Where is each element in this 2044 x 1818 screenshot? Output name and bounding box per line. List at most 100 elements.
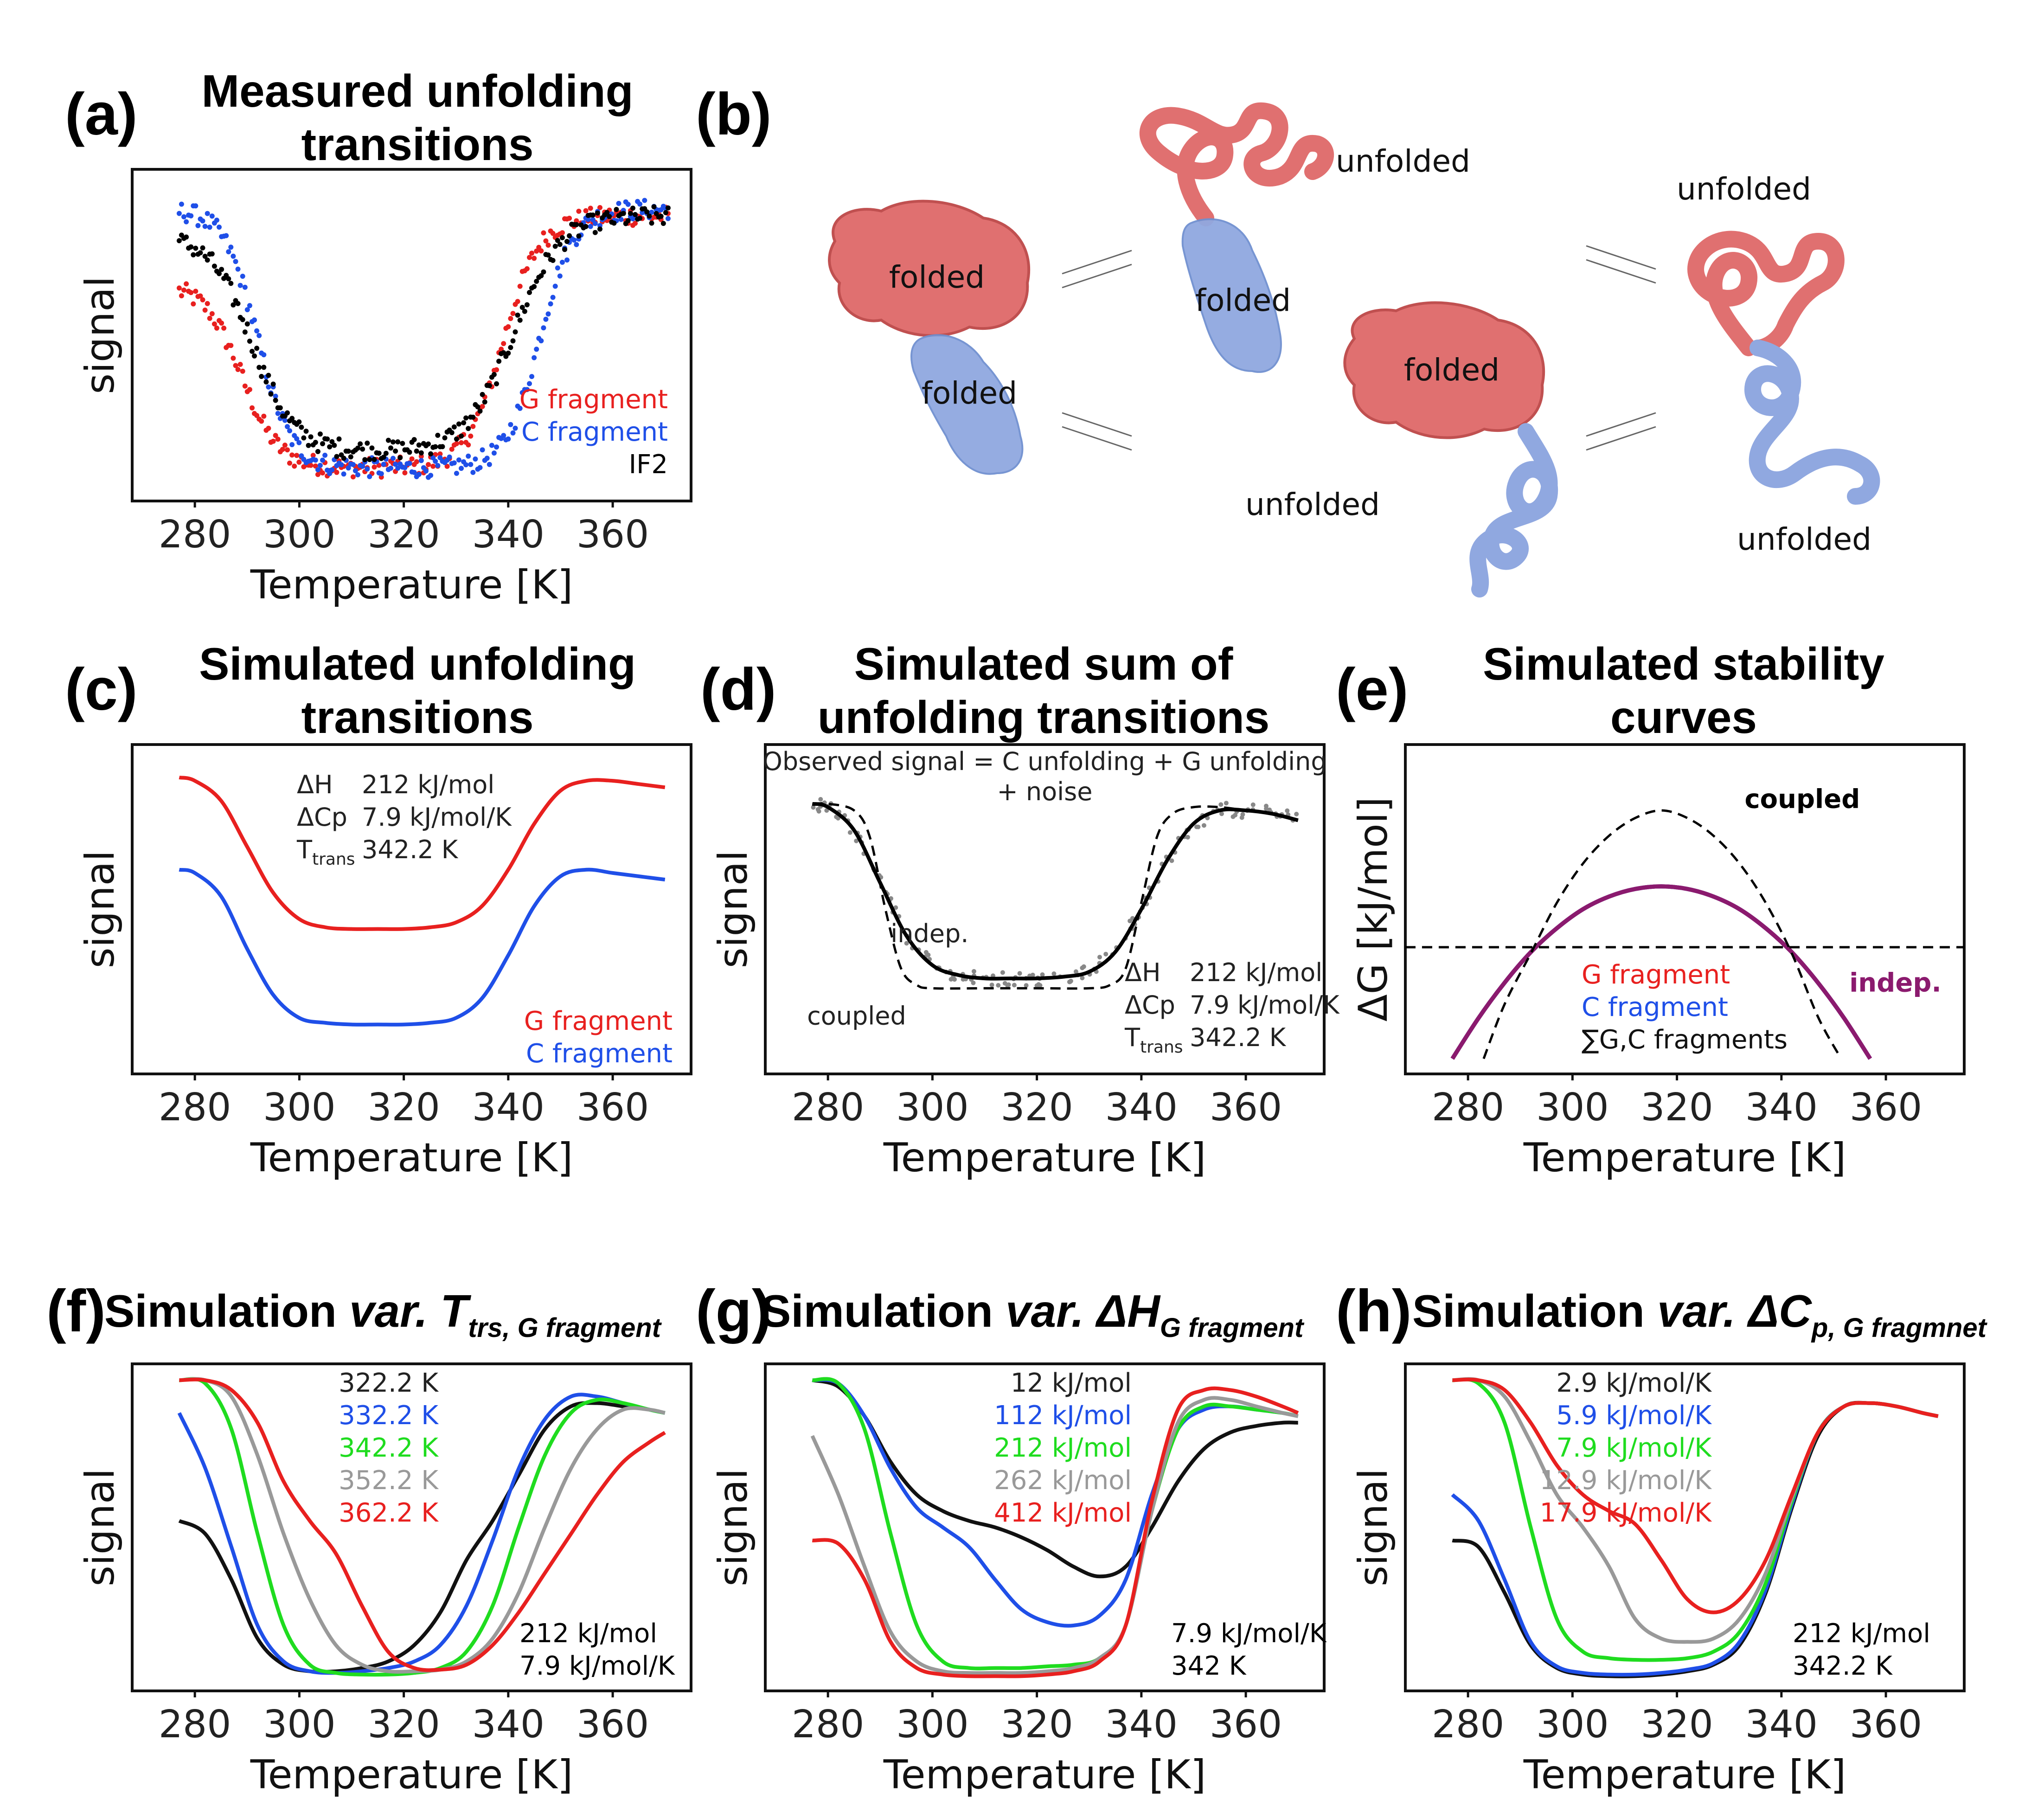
data-point (522, 308, 527, 314)
legend-entry: 12 kJ/mol (1011, 1368, 1132, 1398)
x-tick-label: 360 (577, 513, 649, 557)
noise-point (1000, 970, 1005, 975)
series-line--g-c-fragments (1450, 884, 1872, 1060)
data-point (200, 245, 205, 251)
data-point (611, 220, 617, 226)
panel-title-c-line1: Simulated unfolding (199, 638, 636, 689)
data-point (647, 213, 652, 219)
data-point (506, 436, 511, 442)
x-tick-label: 340 (1105, 1086, 1178, 1130)
folded-g-domain-3 (1343, 301, 1545, 439)
data-point (275, 411, 281, 416)
data-point (184, 281, 189, 287)
data-point (555, 265, 560, 271)
data-point (442, 435, 448, 441)
data-point (195, 223, 201, 228)
panel-title-e-line1: Simulated stability (1483, 638, 1884, 689)
data-point (329, 467, 335, 473)
annotation-dCp-label: ΔCp (1125, 990, 1175, 1020)
data-point (567, 216, 572, 221)
data-point (188, 290, 194, 296)
panel-label-c: (c) (65, 656, 137, 723)
data-point (219, 267, 224, 272)
x-tick-label: 280 (792, 1702, 865, 1747)
y-axis-label: signal (77, 1468, 123, 1586)
data-point (555, 238, 560, 243)
data-point (310, 453, 316, 458)
data-point (633, 220, 638, 226)
x-tick-label: 320 (367, 513, 440, 557)
data-point (418, 458, 424, 463)
data-point (501, 341, 506, 347)
data-point (367, 457, 372, 463)
data-point (211, 321, 217, 327)
data-point (188, 213, 194, 218)
data-point (193, 203, 199, 209)
data-point (235, 266, 241, 272)
annotation-line: 212 kJ/mol (519, 1619, 657, 1649)
data-point (250, 348, 255, 354)
annotation-dH-value: 212 kJ/mol (362, 770, 494, 799)
data-point (217, 225, 222, 230)
annotation-dH-label: ΔH (1125, 958, 1161, 987)
data-point (287, 428, 292, 434)
data-point (416, 442, 422, 448)
data-point (294, 453, 300, 458)
data-point (515, 312, 520, 318)
noise-point (1024, 983, 1029, 988)
noise-point (996, 983, 1001, 988)
x-tick-label: 360 (1850, 1086, 1922, 1130)
data-point (545, 243, 551, 248)
data-point (252, 353, 257, 359)
data-point (477, 408, 483, 414)
data-point (397, 455, 403, 461)
unfolded-c-chain-4 (1744, 340, 1880, 505)
data-point (341, 471, 346, 477)
data-point (459, 433, 464, 439)
legend-entry: IF2 (629, 450, 668, 480)
data-point (480, 447, 485, 453)
data-point (407, 461, 412, 466)
data-point (388, 465, 393, 471)
data-point (660, 221, 666, 226)
data-point (372, 464, 377, 470)
noise-point (1239, 815, 1244, 820)
label-folded-s2: folded (1195, 283, 1291, 318)
data-point (649, 210, 654, 215)
data-point (332, 443, 337, 448)
noise-point (1218, 802, 1224, 807)
data-point (254, 328, 260, 334)
data-point (583, 208, 589, 213)
data-point (334, 469, 340, 475)
data-point (303, 429, 309, 434)
y-axis-label: signal (710, 850, 756, 968)
data-point (524, 387, 530, 392)
data-point (242, 284, 248, 290)
data-point (385, 437, 391, 443)
data-point (454, 436, 459, 442)
data-point (411, 469, 417, 475)
data-point (214, 325, 219, 331)
data-point (268, 392, 274, 397)
x-tick-label: 320 (367, 1086, 440, 1130)
panel-title-e-line2: curves (1610, 692, 1757, 743)
data-point (402, 465, 408, 470)
data-point (235, 367, 241, 372)
legend-entry: 212 kJ/mol (994, 1433, 1132, 1463)
panel-label-g: (g) (696, 1278, 771, 1344)
data-point (334, 454, 340, 459)
data-point (209, 251, 215, 257)
data-point (244, 321, 250, 327)
data-point (270, 381, 276, 387)
data-point (621, 211, 626, 216)
noise-point (952, 977, 957, 982)
data-point (176, 238, 182, 244)
data-point (517, 283, 523, 289)
legend-entry: 342.2 K (339, 1433, 439, 1463)
data-point (205, 211, 210, 216)
data-point (247, 303, 252, 308)
x-tick-label: 300 (896, 1702, 969, 1747)
